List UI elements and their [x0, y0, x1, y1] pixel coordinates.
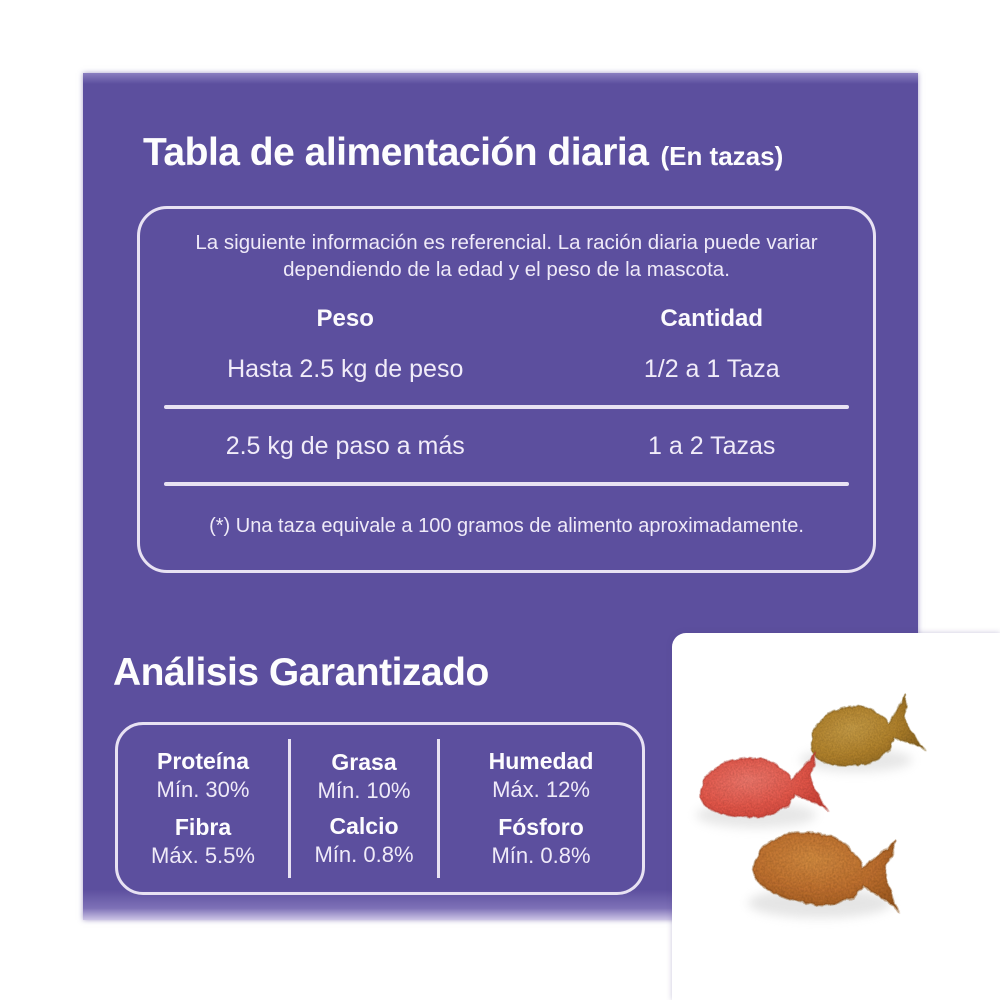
purple-panel: Tabla de alimentación diaria (En tazas) …	[83, 73, 918, 920]
analysis-item: Proteína Mín. 30%	[118, 748, 288, 803]
analysis-item-name: Fibra	[174, 813, 232, 840]
row-divider	[164, 405, 849, 409]
orange-fish-kibble	[752, 830, 900, 913]
analysis-column-1: Proteína Mín. 30% Fibra Máx. 5.5%	[118, 725, 288, 892]
analysis-item: Grasa Mín. 10%	[291, 749, 437, 804]
feeding-title-suffix: (En tazas)	[660, 141, 784, 171]
analysis-item-name: Grasa	[331, 748, 397, 775]
table-cell-cantidad-1: 1/2 a 1 Taza	[643, 355, 780, 383]
golden-fish-kibble	[810, 693, 926, 767]
feeding-table-header-row: Peso Cantidad	[140, 305, 873, 333]
feeding-box: La siguiente información es referencial.…	[137, 206, 876, 573]
table-row: 2.5 kg de paso a más 1 a 2 Tazas	[140, 432, 873, 461]
analysis-item-name: Fósforo	[498, 813, 584, 840]
kibble-photo	[672, 633, 1000, 1000]
table-cell-peso-1: Hasta 2.5 kg de peso	[227, 355, 464, 383]
analysis-item-value: Mín. 10%	[317, 777, 411, 803]
feeding-intro: La siguiente información es referencial.…	[195, 231, 818, 281]
analysis-item-value: Mín. 0.8%	[314, 842, 414, 868]
feeding-title: Tabla de alimentación diaria (En tazas)	[143, 131, 783, 175]
analysis-item: Fibra Máx. 5.5%	[118, 814, 288, 869]
analysis-column-3: Humedad Máx. 12% Fósforo Mín. 0.8%	[440, 725, 642, 892]
analysis-title: Análisis Garantizado	[113, 651, 489, 694]
row-divider	[164, 482, 849, 486]
red-fish-kibble	[699, 752, 829, 819]
feeding-footnote: (*) Una taza equivale a 100 gramos de al…	[209, 515, 804, 537]
analysis-item-value: Máx. 12%	[492, 777, 590, 803]
analysis-box: Proteína Mín. 30% Fibra Máx. 5.5% Grasa …	[115, 722, 645, 895]
analysis-item: Fósforo Mín. 0.8%	[440, 814, 642, 869]
analysis-item-name: Calcio	[329, 813, 399, 840]
analysis-item: Calcio Mín. 0.8%	[291, 813, 437, 868]
analysis-column-2: Grasa Mín. 10% Calcio Mín. 0.8%	[288, 739, 440, 878]
analysis-item-name: Proteína	[156, 747, 250, 774]
analysis-item-name: Humedad	[488, 747, 594, 774]
feeding-title-text: Tabla de alimentación diaria	[143, 131, 649, 174]
analysis-item: Humedad Máx. 12%	[440, 748, 642, 803]
analysis-item-value: Mín. 30%	[156, 777, 250, 803]
analysis-item-value: Máx. 5.5%	[151, 843, 255, 869]
table-cell-peso-2: 2.5 kg de paso a más	[225, 432, 465, 460]
column-header-peso: Peso	[316, 305, 374, 332]
column-header-cantidad: Cantidad	[660, 305, 764, 332]
table-cell-cantidad-2: 1 a 2 Tazas	[648, 432, 776, 460]
analysis-item-value: Mín. 0.8%	[491, 843, 591, 869]
table-row: Hasta 2.5 kg de peso 1/2 a 1 Taza	[140, 355, 873, 384]
